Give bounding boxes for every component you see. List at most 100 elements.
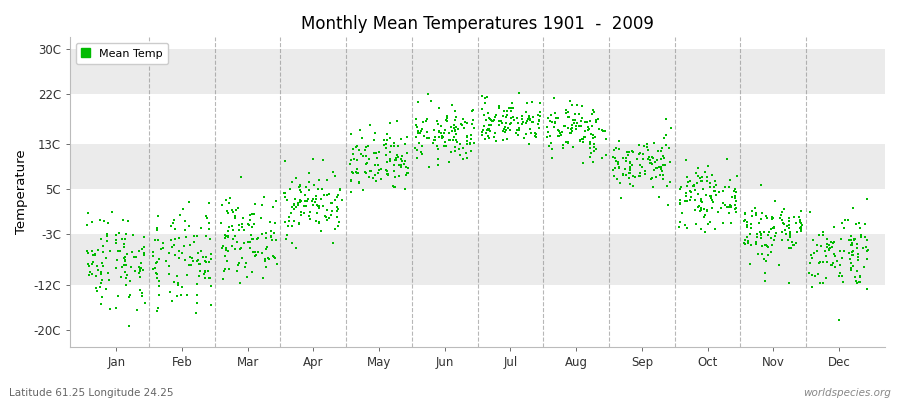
Point [250, 236, 265, 243]
Point [199, 232, 213, 239]
Point [851, 251, 866, 258]
Point [359, 160, 374, 167]
Point [543, 118, 557, 124]
Bar [70, 48, 885, 94]
Point [573, 123, 588, 129]
Point [827, 251, 842, 258]
Point [146, 253, 160, 259]
Point [242, 239, 256, 246]
Point [309, 196, 323, 202]
Point [447, 128, 462, 134]
Point [430, 121, 445, 128]
Point [230, 239, 245, 245]
Point [630, 156, 644, 163]
Point [350, 143, 365, 150]
Point [278, 157, 293, 164]
Point [322, 191, 337, 198]
Point [563, 129, 578, 136]
Point [184, 255, 199, 262]
Point [586, 132, 600, 138]
Point [654, 156, 669, 162]
Point [172, 248, 186, 254]
Point [716, 188, 730, 195]
Point [383, 156, 398, 163]
Point [818, 248, 832, 254]
Point [237, 227, 251, 234]
Point [96, 249, 111, 256]
Point [852, 272, 867, 279]
Point [523, 116, 537, 122]
Point [374, 176, 389, 182]
Point [474, 129, 489, 135]
Point [293, 212, 308, 218]
Point [228, 215, 242, 222]
Point [705, 172, 719, 179]
Point [218, 232, 232, 238]
Point [198, 254, 212, 260]
Point [312, 203, 327, 209]
Point [103, 306, 117, 312]
Point [633, 170, 647, 176]
Point [619, 149, 634, 155]
Point [679, 190, 693, 196]
Point [510, 114, 525, 121]
Point [613, 180, 627, 186]
Point [572, 110, 587, 117]
Point [691, 203, 706, 210]
Point [760, 243, 774, 250]
Point [350, 170, 365, 176]
Point [464, 148, 478, 154]
Point [137, 244, 151, 250]
Point [344, 189, 358, 195]
Point [243, 212, 257, 218]
Point [346, 146, 361, 152]
Point [499, 114, 513, 120]
Point [277, 219, 292, 225]
Point [544, 133, 558, 140]
Point [616, 154, 631, 161]
Point [420, 135, 435, 142]
Point [823, 245, 837, 252]
Point [186, 258, 201, 264]
Point [235, 255, 249, 262]
Point [716, 200, 730, 206]
Point [442, 130, 456, 136]
Point [842, 237, 856, 243]
Point [306, 195, 320, 202]
Point [607, 167, 621, 173]
Point [598, 128, 613, 134]
Point [748, 241, 762, 247]
Point [813, 280, 827, 286]
Point [424, 98, 438, 104]
Point [297, 210, 311, 216]
Point [853, 234, 868, 240]
Point [491, 103, 506, 109]
Point [442, 159, 456, 165]
Point [722, 184, 736, 190]
Point [238, 264, 253, 270]
Point [491, 103, 506, 110]
Point [549, 114, 563, 121]
Point [179, 234, 194, 241]
Point [698, 206, 712, 213]
Point [655, 176, 670, 182]
Point [510, 132, 525, 139]
Point [612, 138, 626, 144]
Point [757, 256, 771, 262]
Point [266, 204, 280, 210]
Point [623, 166, 637, 172]
Point [495, 112, 509, 119]
Point [573, 123, 588, 130]
Point [499, 129, 513, 135]
Point [589, 134, 603, 140]
Point [609, 144, 624, 151]
Point [158, 258, 173, 264]
Point [88, 250, 103, 257]
Point [551, 133, 565, 140]
Point [477, 136, 491, 142]
Point [310, 202, 325, 209]
Point [544, 146, 559, 152]
Point [768, 233, 782, 239]
Point [572, 137, 587, 143]
Point [659, 116, 673, 122]
